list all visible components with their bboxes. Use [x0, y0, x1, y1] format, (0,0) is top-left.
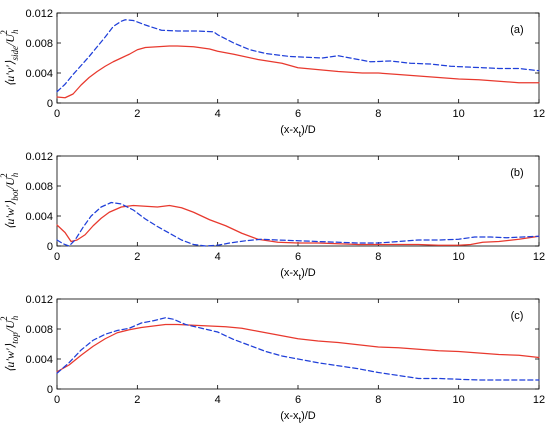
y-axis-label-sub: side — [10, 46, 20, 61]
x-axis-label-sub: t — [299, 272, 302, 282]
x-tick-label: 6 — [295, 108, 301, 120]
y-axis-label-sub: top — [10, 332, 20, 344]
series-line-blue-dashed — [56, 317, 540, 381]
y-axis-label-den-sub: h — [10, 29, 20, 34]
x-axis-label-base: (x-x — [280, 410, 299, 422]
axis-frame — [56, 298, 540, 390]
series-line-blue-dashed — [56, 19, 540, 93]
x-tick-label: 12 — [533, 251, 545, 263]
y-tick-label: 0 — [47, 384, 53, 396]
panel-c: 0 2 4 6 8 10 12 0 0.004 0.008 0.012 (c) (x-xt)/D ⟨u′w… — [0, 294, 545, 425]
x-tick-label: 8 — [375, 251, 381, 263]
y-axis-label-main: ⟨u′w′⟩ — [3, 343, 17, 372]
panel-a: 0 2 4 6 8 10 12 0 0.004 0.008 0.012 (a) (x-xt)/D ⟨u′v… — [0, 8, 545, 139]
x-tick-label: 2 — [134, 251, 140, 263]
x-axis-label-tail: )/D — [301, 267, 316, 279]
x-tick-label: 12 — [533, 394, 545, 406]
y-axis-label-den: /U — [3, 176, 17, 190]
y-tick-label: 0 — [47, 98, 53, 110]
y-tick-label: 0.004 — [25, 354, 53, 366]
x-tick-label: 8 — [375, 394, 381, 406]
x-axis-label-tail: )/D — [301, 124, 316, 136]
y-axis-label-sub: bot — [10, 189, 20, 201]
x-axis-label-base: (x-x — [280, 124, 299, 136]
panel-b: 0 2 4 6 8 10 12 0 0.004 0.008 0.012 (b) (x-xt)/D ⟨u′w… — [0, 151, 545, 282]
y-tick-label: 0.008 — [25, 324, 53, 336]
y-axis-label-den-sub: h — [10, 315, 20, 320]
x-tick-label: 0 — [54, 394, 60, 406]
y-tick-label: 0.012 — [25, 8, 53, 20]
x-tick-label: 10 — [453, 394, 465, 406]
y-axis-label-den-sub: h — [10, 172, 20, 177]
x-tick-label: 4 — [215, 108, 221, 120]
y-axis-label-den-sup: 2 — [0, 173, 9, 178]
series-line-red-solid — [56, 204, 540, 246]
series-line-red-solid — [56, 323, 540, 373]
x-tick-label: 12 — [533, 108, 545, 120]
axis-frame — [56, 155, 540, 247]
series-line-blue-dashed — [56, 201, 540, 247]
x-axis-label-sub: t — [299, 415, 302, 425]
y-tick-label: 0.012 — [25, 294, 53, 306]
panel-label: (a) — [510, 24, 523, 36]
x-tick-label: 6 — [295, 394, 301, 406]
x-axis-label: (x-xt)/D — [280, 267, 316, 282]
x-tick-label: 4 — [215, 394, 221, 406]
x-axis-label: (x-xt)/D — [280, 410, 316, 425]
y-tick-label: 0.004 — [25, 68, 53, 80]
y-axis-label: ⟨u′v′⟩side/Uh2 — [0, 29, 20, 86]
axis-frame — [56, 12, 540, 104]
panel-label: (c) — [511, 310, 524, 322]
y-axis-label-main: ⟨u′w′⟩ — [3, 200, 17, 229]
y-axis-label-den: /U — [3, 33, 17, 47]
x-tick-label: 0 — [54, 108, 60, 120]
y-axis-label-den-sup: 2 — [0, 316, 9, 321]
x-axis-label-tail: )/D — [301, 410, 316, 422]
x-tick-label: 8 — [375, 108, 381, 120]
x-tick-label: 10 — [453, 108, 465, 120]
panel-label: (b) — [510, 167, 523, 179]
x-tick-label: 2 — [134, 108, 140, 120]
series-line-red-solid — [56, 45, 540, 99]
x-axis-label: (x-xt)/D — [280, 124, 316, 139]
y-axis-label: ⟨u′w′⟩top/Uh2 — [0, 315, 20, 372]
x-axis-label-sub: t — [299, 129, 302, 139]
y-axis-label-main: ⟨u′v′⟩ — [3, 60, 17, 86]
x-tick-label: 4 — [215, 251, 221, 263]
y-tick-label: 0 — [47, 241, 53, 253]
y-tick-label: 0.012 — [25, 151, 53, 163]
x-axis-label-base: (x-x — [280, 267, 299, 279]
x-tick-label: 6 — [295, 251, 301, 263]
y-tick-label: 0.008 — [25, 181, 53, 193]
x-tick-label: 10 — [453, 251, 465, 263]
y-tick-label: 0.004 — [25, 211, 53, 223]
y-axis-label-den: /U — [3, 319, 17, 333]
x-tick-label: 2 — [134, 394, 140, 406]
y-tick-label: 0.008 — [25, 38, 53, 50]
x-tick-label: 0 — [54, 251, 60, 263]
y-axis-label-den-sup: 2 — [0, 30, 9, 35]
y-axis-label: ⟨u′w′⟩bot/Uh2 — [0, 172, 20, 229]
